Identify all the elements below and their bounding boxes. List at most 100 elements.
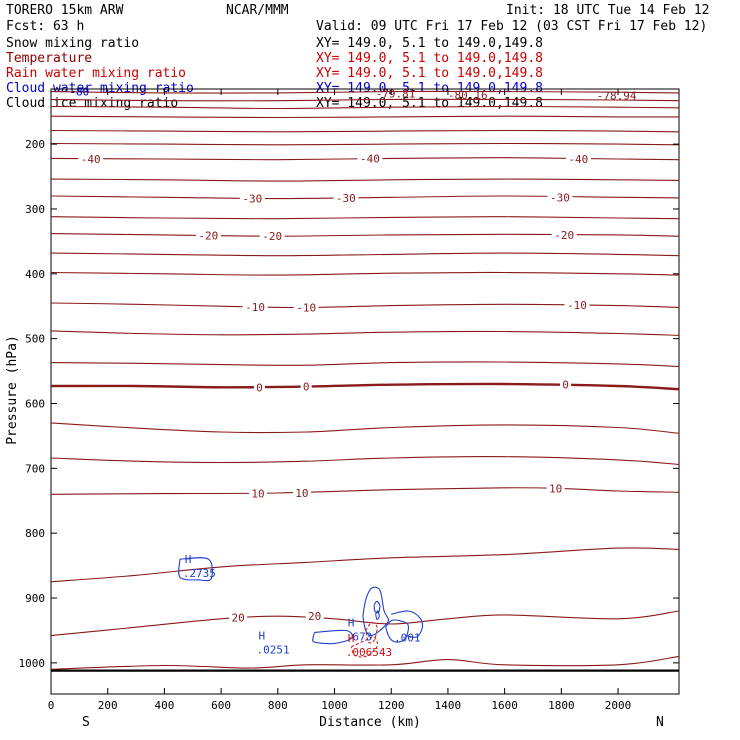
y-tick-label: 900 [25,592,45,605]
x-tick-label: 1600 [491,699,518,712]
isotherm-label: -20 [198,230,218,243]
isotherm-label: -20 [554,229,574,242]
cloud-water-layer [178,557,424,645]
x-tick-label: 1800 [548,699,575,712]
extremum-value: .673 [346,630,373,643]
y-tick-label: 300 [25,203,45,216]
isotherm-label: 10 [295,487,308,500]
isotherm-label: -30 [242,193,262,206]
isotherm-line [50,142,680,146]
isotherm-label-bg [259,230,285,243]
plot-frame [50,88,680,695]
isotherm-line [50,178,680,182]
valid-time: Valid: 09 UTC Fri 17 Feb 12 (03 CST Fri … [316,19,707,34]
y-tick-label: 600 [25,397,45,410]
isotherm-line [50,547,680,583]
top-value-label: -79.81 [376,88,416,101]
isotherm-label: -40 [568,153,588,166]
x-tick-label: 2000 [605,699,632,712]
isotherm-label: -10 [567,299,587,312]
extremum-mark: H [185,553,192,566]
x-axis-title: Distance (km) [319,715,421,730]
isotherm-label: -10 [245,301,265,314]
x-tick-label: 200 [98,699,118,712]
isotherm-label: -40 [81,153,101,166]
y-tick-label: 800 [25,527,45,540]
extremum-mark: H [348,616,355,629]
rain-layer [351,622,378,658]
isotherm-label: 10 [251,488,264,501]
extremum-value: .0251 [256,643,289,656]
isotherm-label-bg [248,487,267,500]
isotherm-label-bg [195,229,221,242]
isotherm-line [50,105,680,110]
contour-label-layer: -40 -40 -40 -30 -30 -30 -20 -20 -20 -10 -10 -10 0 0 0 1… [69,86,636,659]
isotherm-label-bg [565,153,591,166]
legend-name-cloud-ice: Cloud ice mixing ratio [6,96,178,111]
cloud-water-contour [391,610,424,638]
y-tick-label: 200 [25,138,45,151]
isotherm-line [50,330,680,336]
isotherm-line [50,487,680,495]
isotherm-label: -20 [262,230,282,243]
isotherm-label-bg [357,152,383,165]
isotherm-line [50,302,680,309]
isotherm-label: -30 [550,191,570,204]
x-endpoint-left: S [82,715,90,730]
isotherm-line [50,115,680,119]
isotherm-label-bg [239,192,265,205]
x-tick-label: 800 [268,699,288,712]
extremum-mark: H [348,632,355,645]
legend-name-rain: Rain water mixing ratio [6,66,186,81]
isotherm-line [50,216,680,220]
y-tick-label: 400 [25,268,45,281]
isotherm-label-bg [78,153,104,166]
isotherm-label-bg [292,486,311,499]
plot-area: -40 -40 -40 -30 -30 -30 -20 -20 -20 -10 -10 -10 0 0 0 1… [19,86,680,712]
extremum-value: .001 [394,632,421,645]
y-axis-title: Pressure (hPa) [5,335,20,445]
isotherm-label-bg [242,300,268,313]
cloud-water-contour [312,629,353,645]
x-tick-label: 0 [48,699,55,712]
extremum-mark: H [258,629,265,642]
x-tick-label: 1400 [435,699,462,712]
isotherm-line [50,233,680,237]
y-tick-label: 700 [25,462,45,475]
x-tick-label: 1200 [378,699,405,712]
isotherm-line [50,655,680,670]
isotherm-label-bg [305,610,324,623]
isotherm-layer [50,90,680,672]
x-endpoint-right: N [656,715,664,730]
isotherm-label: 0 [303,381,310,394]
legend-name-temperature: Temperature [6,51,92,66]
isotherm-line [50,98,680,102]
x-tick-label: 600 [211,699,231,712]
legend-xy-temperature: XY= 149.0, 5.1 to 149.0,149.8 [316,51,543,66]
cloud-water-contour [178,557,213,582]
legend-name-snow: Snow mixing ratio [6,36,139,51]
isotherm-label-bg [564,298,590,311]
isotherm-line [50,195,680,200]
isotherm-label: -40 [360,152,380,165]
cloud-water-contour [373,600,381,614]
top-value-label: -78.94 [597,89,637,102]
cloud-water-contour [375,610,380,620]
isotherm-line [50,456,680,466]
isotherm-line [50,157,680,161]
top-value-label: -80.16 [448,89,488,102]
isotherm-line [50,252,680,257]
isotherm-line [50,610,680,637]
isotherm-label: 20 [231,611,244,624]
extremum-value: .006543 [346,646,392,659]
legend-xy-snow: XY= 149.0, 5.1 to 149.0,149.8 [316,36,543,51]
isotherm-line [50,422,680,434]
center-title: NCAR/MMM [226,3,289,18]
isotherm-label: 0 [562,379,569,392]
isotherm-line [50,129,680,133]
model-title: TORERO 15km ARW [6,3,124,18]
top-value-label: -80 [69,86,89,99]
isotherm-label-bg [547,191,573,204]
axis-layer: 0 200 400 600 800 10 0 0 1200 1400 1600 1800 2000 200… [19,89,679,712]
